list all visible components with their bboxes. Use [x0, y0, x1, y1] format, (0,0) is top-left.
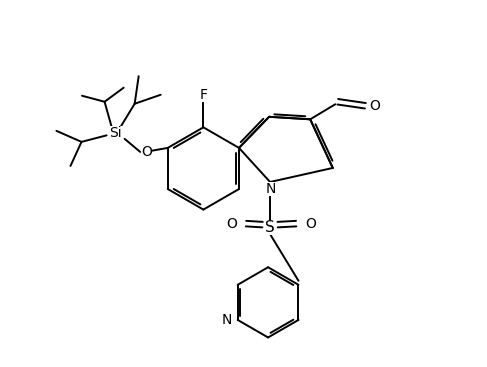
Text: Si: Si: [109, 126, 122, 140]
Text: O: O: [369, 99, 380, 113]
Text: O: O: [226, 217, 237, 230]
Text: F: F: [199, 88, 207, 102]
Text: N: N: [266, 182, 276, 196]
Text: S: S: [265, 219, 275, 235]
Text: O: O: [141, 145, 152, 159]
Text: O: O: [305, 217, 316, 230]
Text: N: N: [222, 313, 232, 327]
